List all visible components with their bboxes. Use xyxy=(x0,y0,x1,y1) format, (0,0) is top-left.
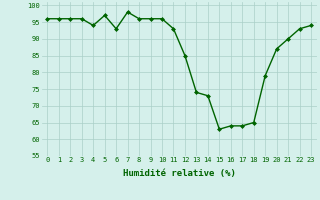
X-axis label: Humidité relative (%): Humidité relative (%) xyxy=(123,169,236,178)
